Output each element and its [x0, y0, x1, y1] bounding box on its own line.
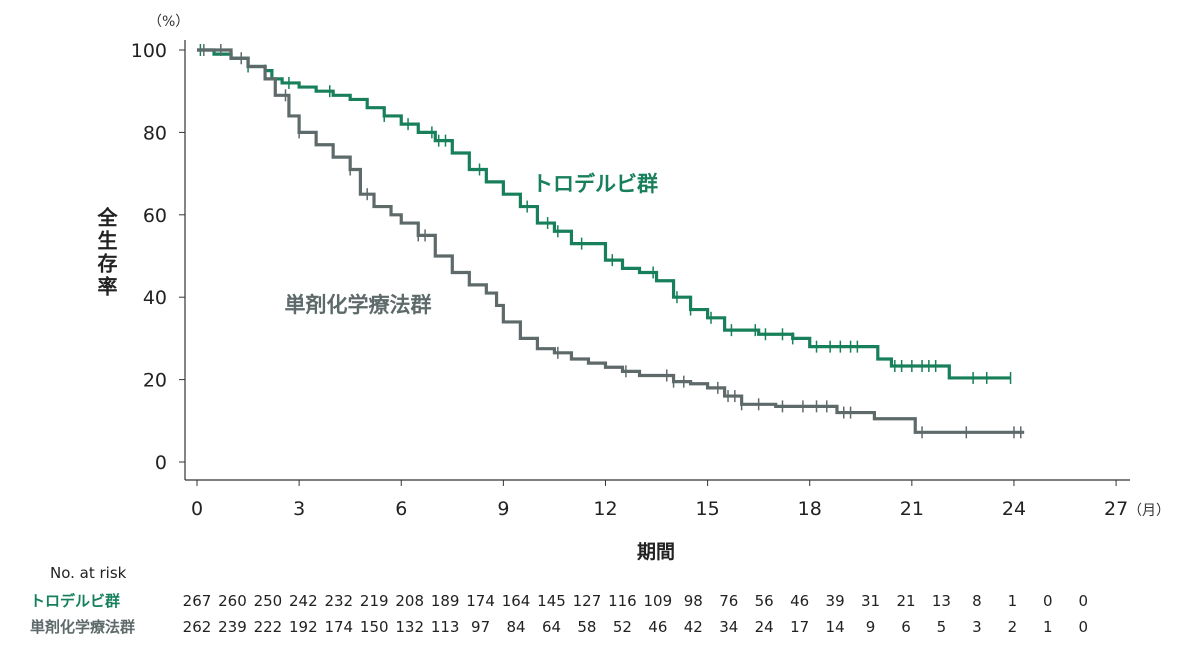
at-risk-value: 222 [254, 618, 283, 636]
at-risk-value: 208 [395, 592, 424, 610]
x-axis-label: 期間 [637, 541, 675, 563]
at-risk-value: 189 [431, 592, 460, 610]
at-risk-value: 9 [866, 618, 876, 636]
at-risk-value: 262 [183, 618, 212, 636]
series-label-chemo: 単剤化学療法群 [285, 293, 432, 317]
at-risk-value: 116 [608, 592, 637, 610]
at-risk-value: 0 [1043, 592, 1053, 610]
series-label-trodelvy: トロデルビ群 [532, 172, 658, 196]
at-risk-value: 242 [289, 592, 318, 610]
at-risk-value: 0 [1078, 618, 1088, 636]
survival-curve-chemo [197, 48, 1025, 434]
at-risk-value: 97 [471, 618, 490, 636]
x-tick-label: 6 [395, 498, 407, 520]
at-risk-value: 5 [937, 618, 947, 636]
at-risk-value: 46 [648, 618, 667, 636]
at-risk-value: 24 [755, 618, 774, 636]
at-risk-value: 239 [218, 618, 247, 636]
at-risk-value: 1 [1008, 592, 1018, 610]
at-risk-value: 0 [1078, 592, 1088, 610]
at-risk-value: 113 [431, 618, 460, 636]
at-risk-value: 219 [360, 592, 389, 610]
curves [197, 44, 1025, 439]
x-tick-label: 15 [696, 498, 720, 520]
x-tick-label: 21 [900, 498, 924, 520]
at-risk-row-label-chemo: 単剤化学療法群 [30, 618, 135, 636]
at-risk-value: 1 [1043, 618, 1053, 636]
x-tick-label: 9 [497, 498, 509, 520]
at-risk-value: 46 [790, 592, 809, 610]
y-tick-label: 60 [143, 205, 167, 227]
at-risk-value: 76 [719, 592, 738, 610]
y-tick-label: 0 [155, 452, 167, 474]
x-tick-label: 27 [1104, 498, 1128, 520]
y-tick-label: 20 [143, 370, 167, 392]
at-risk-value: 13 [932, 592, 951, 610]
y-tick-label: 100 [131, 40, 167, 62]
at-risk-value: 6 [901, 618, 911, 636]
at-risk-value: 2 [1008, 618, 1018, 636]
x-tick-label: 3 [293, 498, 305, 520]
at-risk-value: 64 [542, 618, 561, 636]
at-risk-value: 174 [466, 592, 495, 610]
at-risk-value: 17 [790, 618, 809, 636]
at-risk-value: 164 [502, 592, 531, 610]
at-risk-value: 98 [684, 592, 703, 610]
at-risk-value: 39 [826, 592, 845, 610]
x-unit-label: （月） [1128, 503, 1170, 519]
x-tick-label: 12 [593, 498, 617, 520]
at-risk-value: 52 [613, 618, 632, 636]
at-risk-value: 42 [684, 618, 703, 636]
at-risk-value: 150 [360, 618, 389, 636]
y-tick-label: 80 [143, 122, 167, 144]
y-axis-label: 全生存率 [94, 206, 118, 299]
at-risk-value: 132 [395, 618, 424, 636]
at-risk-value: 127 [573, 592, 602, 610]
at-risk-value: 109 [644, 592, 673, 610]
y-tick-label: 40 [143, 287, 167, 309]
at-risk-value: 192 [289, 618, 318, 636]
at-risk-value: 260 [218, 592, 247, 610]
at-risk-title: No. at risk [50, 564, 127, 582]
at-risk-value: 56 [755, 592, 774, 610]
survival-curve-trodelvy [197, 48, 1011, 380]
x-tick-label: 24 [1002, 498, 1026, 520]
at-risk-value: 250 [254, 592, 283, 610]
at-risk-value: 3 [972, 618, 982, 636]
x-tick-label: 18 [798, 498, 822, 520]
at-risk-value: 145 [537, 592, 566, 610]
at-risk-value: 267 [183, 592, 212, 610]
at-risk-value: 58 [577, 618, 596, 636]
x-tick-label: 0 [191, 498, 203, 520]
at-risk-table: 267 260 250 242 232 219 208 189 174 164 145 127 116 1… [183, 592, 1088, 636]
at-risk-value: 34 [719, 618, 738, 636]
at-risk-value: 21 [896, 592, 915, 610]
y-unit-label: （%） [148, 14, 189, 30]
at-risk-value: 31 [861, 592, 880, 610]
axes: 0 20 40 60 80 100 0 3 6 9 12 15 18 21 24 27 [131, 40, 1130, 520]
at-risk-value: 14 [826, 618, 845, 636]
at-risk-value: 174 [324, 618, 353, 636]
at-risk-row-label-trodelvy: トロデルビ群 [30, 592, 120, 610]
at-risk-value: 232 [324, 592, 353, 610]
at-risk-value: 8 [972, 592, 982, 610]
at-risk-value: 84 [507, 618, 526, 636]
